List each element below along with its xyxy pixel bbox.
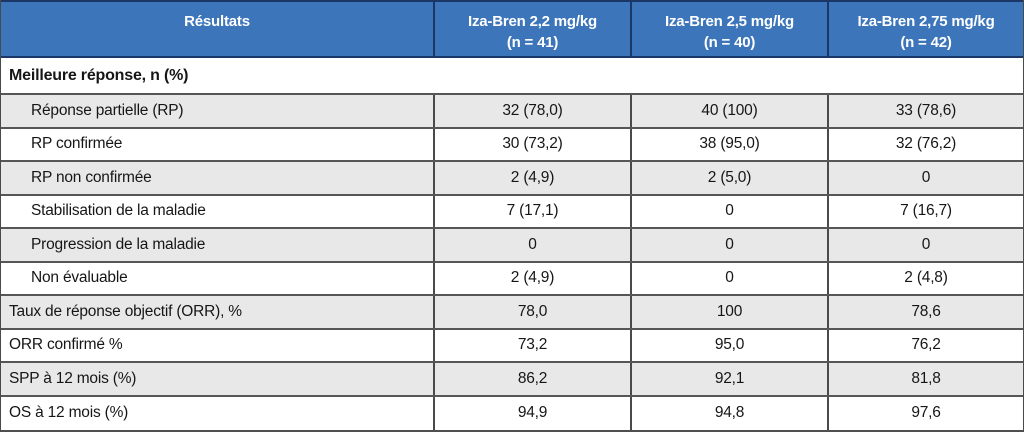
cell-value: 73,2 (433, 329, 630, 361)
header-results-label: Résultats (184, 13, 250, 30)
header-col-dose-2-75: Iza-Bren 2,75 mg/kg (n = 42) (827, 2, 1023, 56)
cell-value: 7 (16,7) (827, 195, 1023, 227)
table-row: Progression de la maladie 0 0 0 (1, 229, 1023, 263)
cell-value: 97,6 (827, 396, 1023, 430)
header-dose-label: Iza-Bren 2,75 mg/kg (857, 13, 995, 30)
cell-value: 78,6 (827, 296, 1023, 328)
cell-value: 0 (630, 195, 827, 227)
cell-value: 92,1 (630, 363, 827, 395)
cell-value: 78,0 (433, 296, 630, 328)
table-row: RP non confirmée 2 (4,9) 2 (5,0) 0 (1, 162, 1023, 196)
cell-value: 76,2 (827, 329, 1023, 361)
cell-value: 94,9 (433, 396, 630, 430)
header-dose-label: Iza-Bren 2,5 mg/kg (665, 13, 794, 30)
table-row: SPP à 12 mois (%) 86,2 92,1 81,8 (1, 363, 1023, 397)
row-label: Non évaluable (31, 269, 128, 287)
cell-value: 100 (630, 296, 827, 328)
row-label: OS à 12 mois (%) (9, 404, 129, 422)
cell-value: 0 (630, 262, 827, 294)
row-label: RP confirmée (31, 135, 123, 153)
header-n-label: (n = 41) (506, 34, 559, 51)
table-row: OS à 12 mois (%) 94,9 94,8 97,6 (1, 396, 1023, 430)
cell-value: 81,8 (827, 363, 1023, 395)
row-label: Taux de réponse objectif (ORR), % (9, 302, 242, 320)
row-label: Stabilisation de la maladie (31, 202, 206, 220)
cell-value: 33 (78,6) (827, 95, 1023, 127)
cell-value: 30 (73,2) (433, 128, 630, 160)
table-row: Stabilisation de la maladie 7 (17,1) 0 7… (1, 195, 1023, 229)
table-row: Taux de réponse objectif (ORR), % 78,0 1… (1, 296, 1023, 330)
table-row: Réponse partielle (RP) 32 (78,0) 40 (100… (1, 95, 1023, 129)
row-label: SPP à 12 mois (%) (9, 369, 137, 387)
header-results: Résultats (1, 2, 433, 56)
header-col-dose-2-2: Iza-Bren 2,2 mg/kg (n = 41) (433, 2, 630, 56)
cell-value: 0 (827, 229, 1023, 261)
cell-value: 0 (630, 229, 827, 261)
row-label: ORR confirmé % (9, 336, 123, 354)
cell-value: 2 (4,9) (433, 262, 630, 294)
cell-value: 94,8 (630, 396, 827, 430)
cell-value: 0 (433, 229, 630, 261)
table-row: RP confirmée 30 (73,2) 38 (95,0) 32 (76,… (1, 128, 1023, 162)
cell-value: 2 (4,9) (433, 162, 630, 194)
cell-value: 7 (17,1) (433, 195, 630, 227)
table-header-row: Résultats Iza-Bren 2,2 mg/kg (n = 41) Iz… (1, 0, 1023, 58)
table-row: Non évaluable 2 (4,9) 0 2 (4,8) (1, 262, 1023, 296)
header-dose-label: Iza-Bren 2,2 mg/kg (468, 13, 597, 30)
cell-value: 2 (4,8) (827, 262, 1023, 294)
cell-value: 86,2 (433, 363, 630, 395)
cell-value: 40 (100) (630, 95, 827, 127)
row-label: Réponse partielle (RP) (31, 101, 184, 119)
cell-value: 2 (5,0) (630, 162, 827, 194)
header-n-label: (n = 40) (703, 34, 756, 51)
row-label: Progression de la maladie (31, 235, 206, 253)
table-row: ORR confirmé % 73,2 95,0 76,2 (1, 329, 1023, 363)
header-col-dose-2-5: Iza-Bren 2,5 mg/kg (n = 40) (630, 2, 827, 56)
cell-value: 0 (827, 162, 1023, 194)
section-header-label: Meilleure réponse, n (%) (9, 66, 189, 84)
header-n-label: (n = 42) (900, 34, 952, 51)
cell-value: 38 (95,0) (630, 128, 827, 160)
results-table: Résultats Iza-Bren 2,2 mg/kg (n = 41) Iz… (0, 0, 1024, 432)
cell-value: 32 (78,0) (433, 95, 630, 127)
cell-value: 95,0 (630, 329, 827, 361)
section-header-row: Meilleure réponse, n (%) (1, 58, 1023, 95)
cell-value: 32 (76,2) (827, 128, 1023, 160)
row-label: RP non confirmée (31, 168, 152, 186)
